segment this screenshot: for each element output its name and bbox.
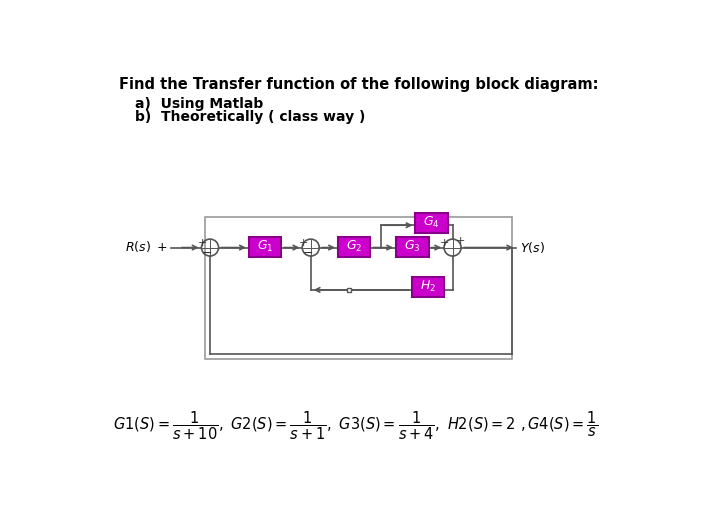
- Bar: [338, 237, 370, 257]
- Text: −: −: [201, 247, 212, 260]
- Text: +: +: [198, 238, 207, 248]
- Text: a)  Using Matlab: a) Using Matlab: [135, 97, 263, 111]
- Text: +: +: [298, 238, 308, 248]
- Text: $H_2$: $H_2$: [420, 279, 436, 294]
- Text: $G1(S) = \dfrac{1}{s+10}$$,\ G2(S) = \dfrac{1}{s+1}$$,\ G3(S) = \dfrac{1}{s+4}$$: $G1(S) = \dfrac{1}{s+10}$$,\ G2(S) = \df…: [113, 410, 598, 442]
- Text: $G_1$: $G_1$: [257, 239, 273, 254]
- Text: $G_3$: $G_3$: [404, 239, 421, 254]
- Text: −: −: [303, 247, 313, 260]
- Text: b)  Theoretically ( class way ): b) Theoretically ( class way ): [135, 110, 365, 124]
- Bar: [249, 237, 281, 257]
- Bar: [205, 217, 512, 359]
- Bar: [396, 237, 429, 257]
- Text: Find the Transfer function of the following block diagram:: Find the Transfer function of the follow…: [119, 77, 599, 92]
- Text: $G_2$: $G_2$: [346, 239, 362, 254]
- Text: $Y(s)$: $Y(s)$: [520, 240, 545, 255]
- Bar: [411, 277, 444, 297]
- Bar: [416, 213, 448, 233]
- Text: +: +: [456, 236, 465, 246]
- Text: $G_4$: $G_4$: [423, 215, 440, 231]
- Bar: [347, 288, 351, 292]
- Text: +: +: [440, 238, 449, 248]
- Text: $R(s)\ +$: $R(s)\ +$: [124, 240, 168, 254]
